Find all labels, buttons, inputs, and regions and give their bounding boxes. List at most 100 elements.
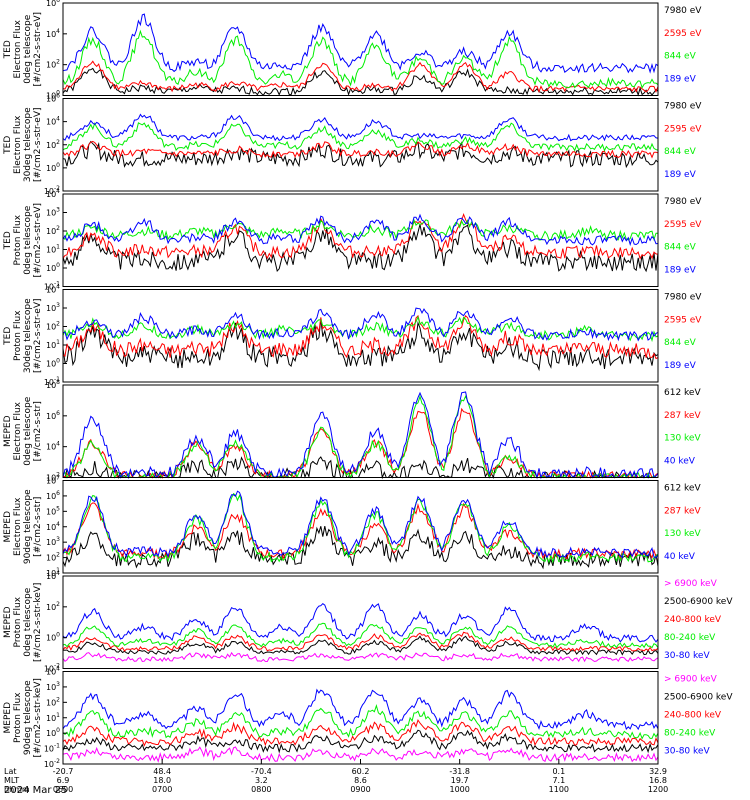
y-axis-label-6-2: 0deg telescope	[23, 587, 33, 657]
y-tick-label-5-2: 105	[46, 505, 60, 516]
x-tick-label-1-5: 7.1	[552, 776, 565, 785]
y-axis-label-5-0: MEPED	[3, 511, 13, 543]
series-line-1-1	[62, 140, 659, 159]
x-tick-label-2-0: 0600	[53, 785, 73, 794]
y-tick-label-4-3: 102	[46, 472, 60, 483]
y-tick-label-5-6: 101	[46, 567, 60, 578]
panel-frame-4	[62, 384, 659, 478]
legend-label-6-3: 80-240 keV	[664, 633, 716, 643]
y-tick-label-2-0: 104	[46, 188, 60, 199]
x-tick-label-0-4: -31.8	[449, 767, 470, 776]
series-line-0-3	[62, 13, 659, 74]
legend-label-3-0: 7980 eV	[664, 293, 702, 303]
y-tick-label-1-0: 106	[46, 93, 60, 104]
y-tick-label-4-0: 108	[46, 379, 60, 390]
series-line-1-0	[62, 140, 659, 169]
y-tick-label-7-3: 101	[46, 712, 60, 723]
legend-label-1-1: 2595 eV	[664, 124, 702, 134]
x-tick-label-1-6: 16.8	[649, 776, 667, 785]
y-tick-label-7-4: 100	[46, 727, 60, 738]
series-line-6-3	[62, 622, 659, 649]
x-tick-label-0-2: -70.4	[251, 767, 272, 776]
x-tick-label-1-4: 19.7	[451, 776, 469, 785]
legend-label-7-3: 80-240 keV	[664, 729, 716, 739]
y-axis-label-7-3: [#/cm2-s-str-keV]	[33, 678, 43, 757]
y-axis-label-1-3: [#/cm2-s-str-eV]	[33, 107, 43, 182]
y-tick-label-7-5: 10-1	[44, 743, 60, 754]
x-axis-date: 2024 Mar 25	[4, 785, 68, 796]
legend-label-6-4: 30-80 keV	[664, 651, 710, 661]
y-tick-label-0-3: 100	[46, 90, 60, 101]
legend-label-5-1: 287 keV	[664, 506, 701, 516]
y-axis-label-0-1: Electron Flux	[13, 19, 23, 78]
series-line-2-3	[62, 213, 659, 247]
legend-label-1-2: 844 eV	[664, 147, 697, 157]
panel-frame-7	[62, 671, 659, 765]
x-tick-label-0-1: 48.4	[153, 767, 171, 776]
y-tick-label-3-4: 100	[46, 358, 60, 369]
series-line-2-0	[62, 224, 659, 273]
legend-label-5-3: 40 keV	[664, 552, 696, 562]
y-tick-label-4-1: 106	[46, 410, 60, 421]
y-axis-label-4-3: [#/cm2-s-str]	[33, 401, 43, 461]
y-tick-label-3-5: 10-1	[44, 376, 60, 387]
x-tick-label-2-4: 1000	[449, 785, 469, 794]
legend-label-2-2: 844 eV	[664, 243, 697, 253]
series-line-0-2	[62, 29, 659, 89]
y-tick-label-6-1: 102	[46, 601, 60, 612]
x-tick-label-0-5: 0.1	[552, 767, 565, 776]
y-axis-label-7-1: Proton Flux	[13, 692, 23, 743]
x-row-label-2: hhmm	[4, 785, 30, 794]
series-line-1-2	[62, 122, 659, 152]
panel-frame-0	[62, 2, 659, 96]
y-axis-label-3-0: TED	[3, 327, 13, 346]
legend-label-0-2: 844 eV	[664, 52, 697, 62]
y-tick-label-7-6: 10-2	[44, 758, 60, 769]
y-axis-label-7-0: MEPED	[3, 702, 13, 734]
y-axis-label-1-2: 30deg telescope	[23, 107, 33, 182]
series-line-7-2	[62, 718, 659, 747]
y-tick-label-3-0: 104	[46, 284, 60, 295]
series-line-6-2	[62, 631, 659, 652]
y-axis-label-0-3: [#/cm2-s-str-eV]	[33, 12, 43, 87]
legend-label-3-1: 2595 eV	[664, 315, 702, 325]
y-axis-label-6-0: MEPED	[3, 606, 13, 638]
y-axis-label-3-1: Proton Flux	[13, 310, 23, 361]
series-line-0-1	[62, 60, 659, 94]
y-tick-label-7-1: 103	[46, 681, 60, 692]
legend-label-7-2: 240-800 keV	[664, 711, 722, 721]
y-tick-label-0-2: 102	[46, 59, 60, 70]
x-tick-label-1-0: 6.9	[57, 776, 70, 785]
legend-label-1-0: 7980 eV	[664, 102, 702, 112]
y-tick-label-0-0: 106	[46, 0, 60, 8]
legend-label-0-1: 2595 eV	[664, 29, 702, 39]
y-axis-label-4-1: Electron Flux	[13, 401, 23, 460]
y-axis-label-2-1: Proton Flux	[13, 214, 23, 265]
y-axis-label-1-0: TED	[3, 136, 13, 155]
y-tick-label-7-2: 102	[46, 696, 60, 707]
legend-label-4-1: 287 keV	[664, 411, 701, 421]
y-tick-label-5-0: 107	[46, 475, 60, 486]
y-tick-label-6-0: 104	[46, 570, 60, 581]
y-axis-label-2-2: 0deg telescope	[23, 205, 33, 275]
y-tick-label-1-2: 102	[46, 139, 60, 150]
y-tick-label-5-1: 106	[46, 490, 60, 501]
y-tick-label-5-3: 104	[46, 521, 60, 532]
x-tick-label-1-3: 8.6	[354, 776, 367, 785]
legend-label-3-3: 189 eV	[664, 361, 697, 371]
y-tick-label-0-1: 104	[46, 28, 60, 39]
y-axis-label-0-2: 0deg telescope	[23, 14, 33, 84]
series-line-5-1	[62, 502, 659, 561]
y-axis-label-4-0: MEPED	[3, 415, 13, 447]
legend-label-7-4: 30-80 keV	[664, 747, 710, 757]
series-line-7-3	[62, 703, 659, 740]
legend-label-2-0: 7980 eV	[664, 197, 702, 207]
x-row-label-1: MLT	[4, 776, 19, 785]
series-line-2-1	[62, 213, 659, 260]
series-line-7-1	[62, 729, 659, 754]
series-line-1-3	[62, 113, 659, 142]
legend-label-1-3: 189 eV	[664, 170, 697, 180]
y-tick-label-6-2: 100	[46, 632, 60, 643]
series-line-4-0	[63, 456, 658, 480]
